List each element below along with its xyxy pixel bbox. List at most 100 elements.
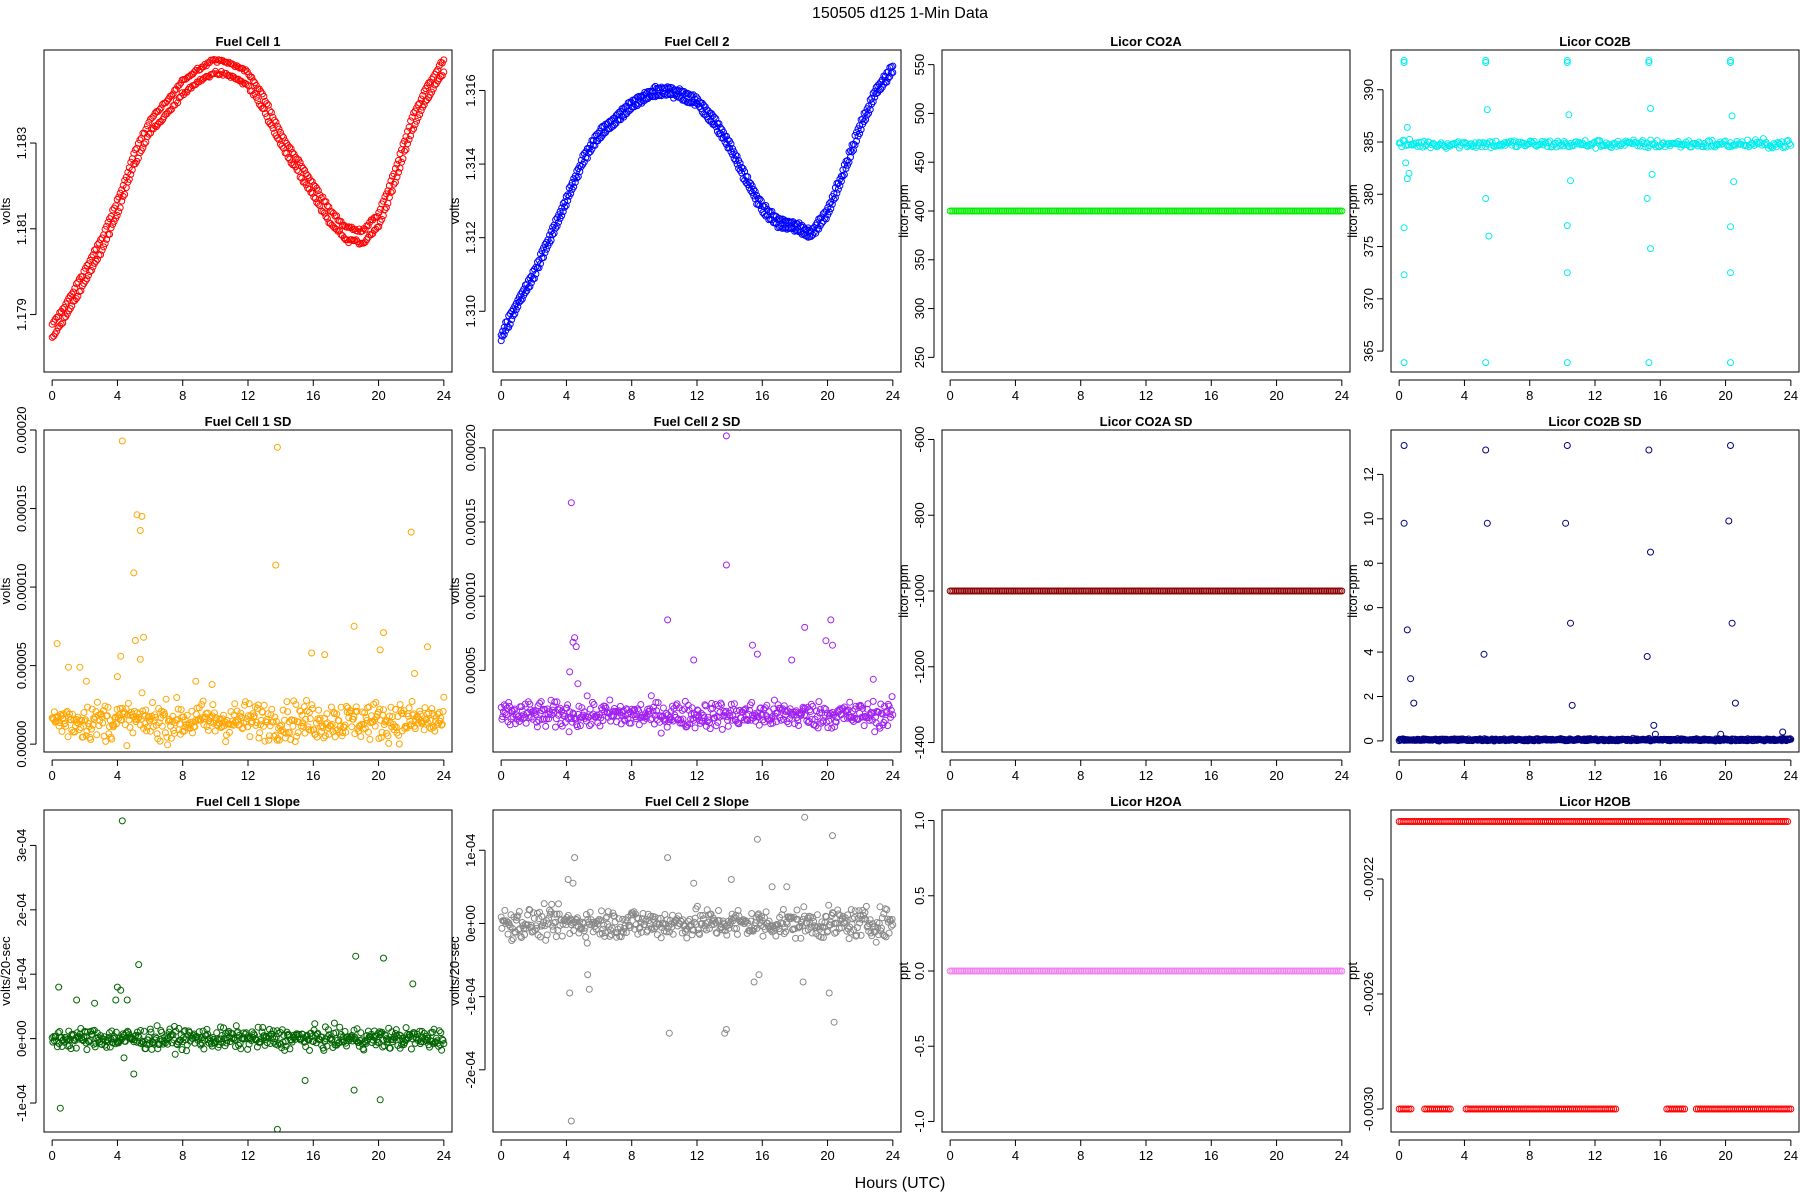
data-point <box>1779 144 1787 151</box>
data-point <box>639 910 647 917</box>
data-point <box>306 1046 313 1054</box>
data-point <box>747 187 755 194</box>
data-point <box>271 116 278 124</box>
data-point <box>290 161 298 169</box>
data-point <box>583 692 591 700</box>
data-point <box>171 1050 179 1058</box>
data-point <box>555 900 562 908</box>
data-point <box>393 173 401 181</box>
data-point <box>53 327 61 335</box>
y-tick-label: -1200 <box>912 650 927 683</box>
data-point <box>780 702 788 710</box>
x-tick-label: 16 <box>755 1148 769 1163</box>
y-tick-label: 8 <box>1361 560 1376 567</box>
data-point <box>268 705 276 713</box>
data-point <box>380 706 387 714</box>
data-point <box>223 1039 230 1047</box>
data-point <box>702 702 710 710</box>
data-point <box>423 1032 430 1040</box>
data-point <box>409 980 417 988</box>
data-point <box>543 931 551 939</box>
data-point <box>517 297 525 305</box>
data-point <box>861 909 869 917</box>
data-point <box>1400 59 1408 66</box>
data-point <box>323 710 331 718</box>
data-point <box>242 66 250 74</box>
data-point <box>606 696 614 704</box>
data-points <box>1395 57 1795 367</box>
data-point <box>596 722 604 730</box>
data-point <box>695 929 703 937</box>
data-point <box>314 200 322 208</box>
data-point <box>1402 159 1410 167</box>
y-tick-label: -800 <box>912 502 927 528</box>
data-point <box>420 101 428 109</box>
data-point <box>762 908 770 916</box>
data-point <box>846 698 854 706</box>
data-point <box>414 114 422 122</box>
x-tick-label: 16 <box>306 768 320 783</box>
data-point <box>598 907 605 915</box>
data-point <box>426 723 433 731</box>
data-point <box>576 168 584 176</box>
data-point <box>423 710 431 718</box>
data-point <box>878 924 885 932</box>
data-point <box>437 1029 445 1037</box>
data-point <box>862 902 870 910</box>
data-point <box>289 722 297 730</box>
data-point <box>157 104 165 112</box>
data-point <box>419 92 427 99</box>
data-point <box>97 251 105 259</box>
data-point <box>299 1030 307 1038</box>
data-point <box>287 145 295 153</box>
data-point <box>200 1045 208 1053</box>
data-point <box>869 697 877 705</box>
data-point <box>724 722 732 730</box>
data-point <box>543 245 550 253</box>
x-tick-label: 24 <box>886 388 900 403</box>
data-point <box>1402 142 1410 149</box>
data-point <box>353 1025 361 1033</box>
data-point <box>794 717 802 725</box>
x-tick-label: 12 <box>241 1148 255 1163</box>
data-point <box>353 707 361 715</box>
data-point <box>857 931 865 939</box>
data-point <box>883 78 891 86</box>
data-point <box>869 98 877 106</box>
data-point <box>71 284 79 292</box>
data-point <box>274 735 282 742</box>
x-tick-label: 8 <box>179 1148 186 1163</box>
data-point <box>302 1043 310 1051</box>
data-point <box>276 722 284 730</box>
data-point <box>229 1035 237 1043</box>
data-point <box>129 729 137 737</box>
data-point <box>859 704 867 712</box>
data-point <box>553 222 561 230</box>
data-point <box>533 718 541 726</box>
data-point <box>662 710 670 717</box>
data-point <box>301 729 309 737</box>
data-point <box>690 926 698 934</box>
x-tick-label: 24 <box>1784 768 1798 783</box>
data-point <box>379 1043 387 1051</box>
data-point <box>775 215 783 222</box>
data-point <box>530 275 538 282</box>
data-point <box>284 154 292 161</box>
chart-title: Licor CO2A <box>1110 34 1182 49</box>
data-point <box>347 1033 355 1041</box>
data-point <box>584 971 592 979</box>
x-tick-label: 4 <box>1461 388 1468 403</box>
data-point <box>57 1033 65 1041</box>
data-point <box>601 932 609 940</box>
data-point <box>863 111 871 119</box>
data-point <box>396 701 404 708</box>
data-point <box>93 698 101 706</box>
data-point <box>198 701 206 709</box>
data-point <box>258 1028 266 1036</box>
data-point <box>272 561 280 569</box>
data-point <box>395 731 403 739</box>
data-point <box>1406 135 1414 143</box>
x-tick-label: 8 <box>179 388 186 403</box>
x-tick-label: 20 <box>371 1148 385 1163</box>
data-point <box>156 737 164 745</box>
